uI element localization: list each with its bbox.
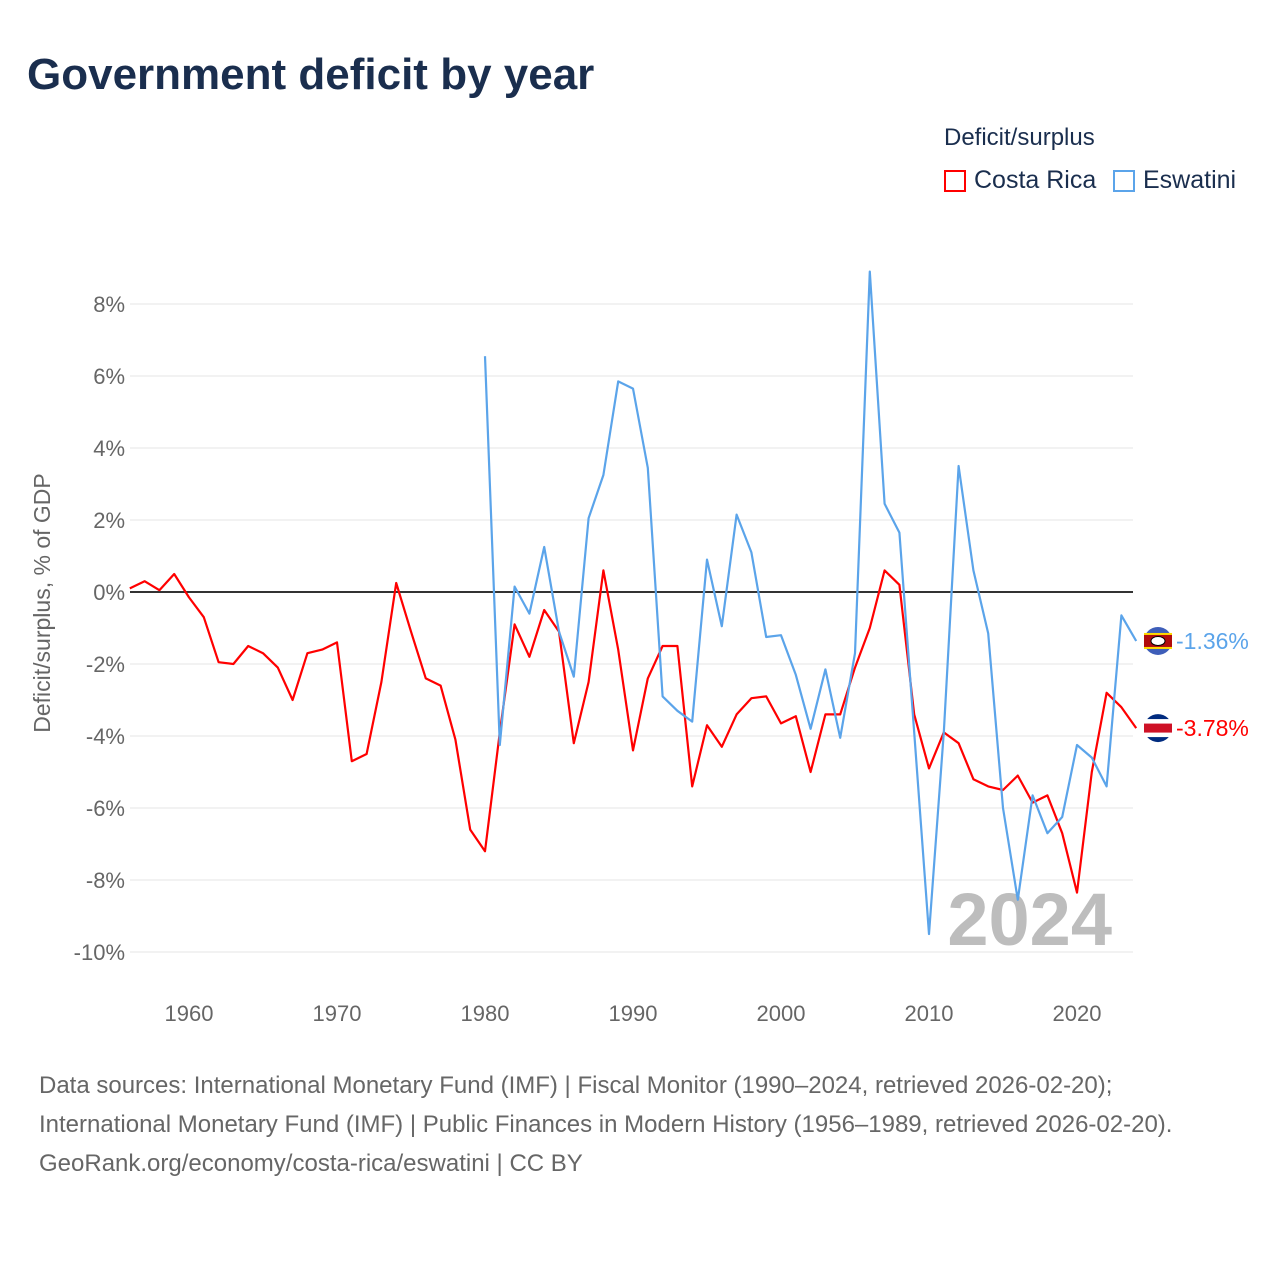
x-tick-label: 2020 [1053, 1001, 1102, 1026]
y-tick-label: 8% [93, 292, 125, 317]
x-tick-label: 1970 [313, 1001, 362, 1026]
year-watermark: 2024 [947, 878, 1112, 961]
y-tick-label: -4% [86, 724, 125, 749]
y-tick-label: 2% [93, 508, 125, 533]
legend-swatch [1113, 169, 1135, 192]
y-tick-label: -6% [86, 796, 125, 821]
y-tick-label: 6% [93, 364, 125, 389]
legend-label: Costa Rica [974, 166, 1097, 194]
x-tick-label: 1990 [609, 1001, 658, 1026]
x-tick-label: 2000 [757, 1001, 806, 1026]
credit-link[interactable]: GeoRank.org/economy/costa-rica/eswatini … [39, 1150, 583, 1177]
legend-label: Eswatini [1143, 166, 1237, 194]
series-line-eswatini [483, 270, 1138, 936]
y-tick-label: -10% [74, 940, 125, 965]
legend-title: Deficit/surplus [944, 124, 1095, 151]
y-tick-label: 0% [93, 580, 125, 605]
x-tick-label: 2010 [905, 1001, 954, 1026]
series-line-costa-rica [129, 569, 1138, 894]
end-value-label: -1.36% [1176, 628, 1249, 654]
data-sources: Data sources: International Monetary Fun… [39, 1072, 1173, 1138]
y-tick-label: 4% [93, 436, 125, 461]
y-tick-label: -8% [86, 868, 125, 893]
legend-swatch [944, 169, 966, 192]
y-axis-label: Deficit/surplus, % of GDP [29, 473, 55, 732]
flag-stripe [1144, 723, 1172, 733]
page-title: Government deficit by year [27, 50, 595, 99]
x-tick-label: 1980 [461, 1001, 510, 1026]
flag-shield [1150, 635, 1166, 646]
end-value-label: -3.78% [1176, 715, 1249, 741]
legend-item-costa-rica[interactable]: Costa Rica [944, 166, 1096, 195]
footer: Data sources: International Monetary Fun… [39, 1066, 1239, 1183]
x-tick-label: 1960 [165, 1001, 214, 1026]
legend-item-eswatini[interactable]: Eswatini [1113, 166, 1236, 195]
y-tick-label: -2% [86, 652, 125, 677]
